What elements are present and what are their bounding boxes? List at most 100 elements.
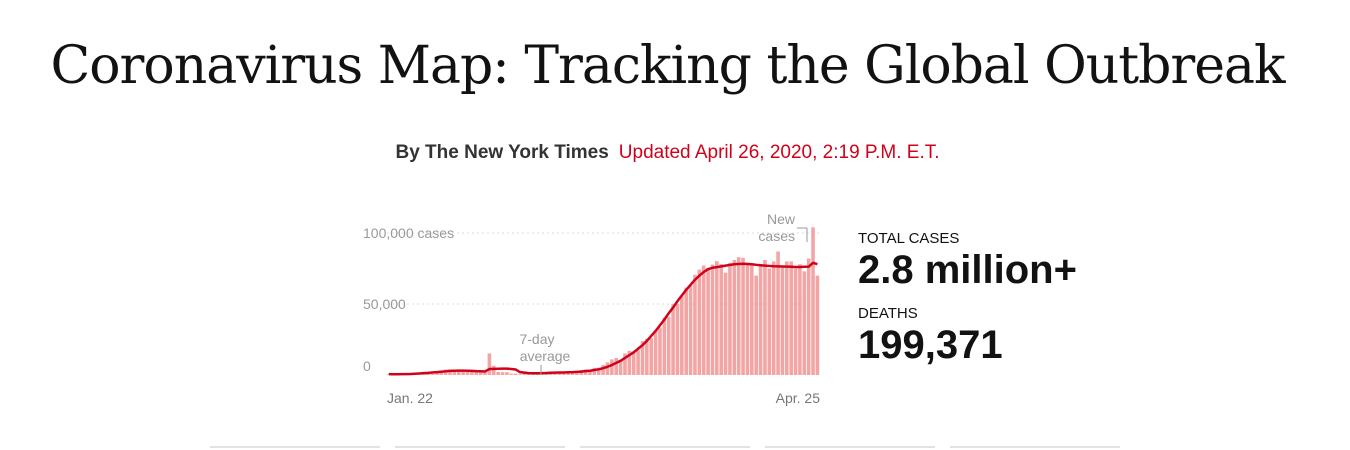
annotation-new-cases-line1: New [767,211,796,227]
bar-29 [513,373,518,375]
bar-55 [627,350,632,375]
bar-26 [500,372,505,375]
bar-22 [483,371,487,375]
tab-1[interactable] [210,446,380,448]
bar-19 [470,371,474,375]
bar-60 [649,338,654,375]
bar-61 [653,330,658,375]
bar-93 [793,268,798,375]
bar-92 [789,261,793,375]
bar-47 [592,368,597,375]
bar-73 [706,267,710,375]
annotation-new-cases-line2: cases [758,228,795,244]
bar-75 [715,261,719,375]
bar-85 [758,265,763,375]
bar-87 [767,268,772,375]
bar-50 [605,362,610,375]
bar-21 [478,371,483,375]
updated-timestamp: Updated April 26, 2020, 2:19 P.M. E.T. [618,142,940,163]
x-tick-label-start: Jan. 22 [387,390,433,406]
annotation-average-line1: 7-day [519,331,554,347]
total-cases-label: TOTAL CASES [858,230,960,247]
bar-71 [697,269,702,375]
tab-4[interactable] [765,446,935,448]
bar-98 [815,275,820,375]
bar-41 [566,372,570,375]
bar-80 [736,257,741,375]
bar-66 [675,303,680,375]
bar-89 [776,251,780,375]
bar-49 [601,365,605,375]
tab-5[interactable] [950,446,1120,448]
bar-70 [693,274,697,375]
bar-28 [509,373,514,375]
bar-31 [522,373,527,375]
bar-56 [631,351,636,375]
bar-53 [618,360,623,375]
bar-63 [662,317,667,375]
bar-18 [465,371,470,375]
bar-30 [518,374,522,375]
average-line-path [388,261,818,376]
bar-46 [588,369,592,375]
bar-52 [614,357,619,375]
bar-79 [732,259,737,375]
bar-17 [461,371,465,375]
bar-42 [570,372,575,375]
deaths-value: 199,371 [858,323,1003,367]
y-tick-label-0: 0 [363,358,371,374]
author-byline[interactable]: By The New York Times [395,142,609,163]
bar-20 [474,372,479,375]
bar-62 [658,327,662,375]
bar-14 [448,369,452,375]
annotation-average-line2: average [520,348,571,364]
bar-51 [610,359,614,375]
bar-69 [688,284,693,375]
total-cases-value: 2.8 million+ [858,248,1077,292]
seven-day-average-line [388,261,818,376]
bar-48 [596,367,601,375]
bar-25 [496,371,500,375]
bar-16 [456,370,461,375]
bar-65 [671,304,675,375]
page-title: Coronavirus Map: Tracking the Global Out… [50,36,1285,96]
bar-96 [806,258,811,375]
tab-2[interactable] [395,446,565,448]
section-tabs [210,446,1120,450]
bar-95 [802,271,807,375]
bar-15 [452,369,457,375]
bar-57 [636,350,640,375]
y-tick-label-100000: 100,000 cases [363,225,454,241]
bar-23 [487,353,492,375]
y-tick-label-50000: 50,000 [363,296,406,312]
bar-90 [780,266,785,375]
cases-chart: 100,000 cases 50,000 0 Jan. 22 Apr. 25 Newca… [363,211,820,406]
bar-97 [811,227,815,375]
bar-76 [719,264,723,375]
bar-84 [754,275,758,375]
bar-67 [680,296,684,375]
tab-3[interactable] [580,446,750,448]
bar-77 [723,272,728,375]
bar-74 [710,264,715,375]
bar-86 [763,259,767,375]
bar-82 [745,262,750,375]
bar-64 [666,316,671,375]
bar-91 [785,261,789,375]
bar-40 [561,372,566,375]
stats-panel: TOTAL CASES 2.8 million+ DEATHS 199,371 [858,230,1077,380]
bar-27 [505,372,509,375]
bar-59 [645,338,649,375]
deaths-label: DEATHS [858,305,918,322]
bar-83 [750,265,754,375]
bar-81 [741,257,745,375]
bar-88 [771,261,776,375]
chart-axis-labels: 100,000 cases 50,000 0 Jan. 22 Apr. 25 [363,225,820,406]
bar-94 [798,264,802,375]
byline: By The New York Times Updated April 26, 2… [0,142,1335,164]
bar-54 [623,353,627,375]
bar-58 [640,341,645,375]
bar-72 [701,265,706,375]
bar-24 [491,365,496,375]
